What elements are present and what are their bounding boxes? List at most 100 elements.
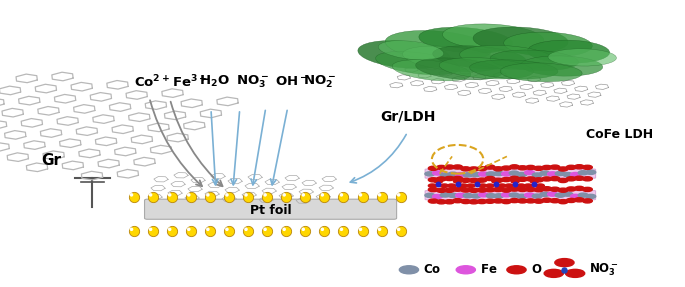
Circle shape [461,167,471,171]
Circle shape [582,165,593,169]
Circle shape [582,187,593,191]
Circle shape [525,170,534,174]
Point [395,229,406,233]
Circle shape [473,180,481,183]
Circle shape [550,187,560,191]
Circle shape [448,193,458,197]
Circle shape [448,172,458,176]
Point [376,229,387,233]
Point [202,193,213,197]
Point [376,194,387,199]
Circle shape [517,194,527,198]
Text: $\mathbf{NO_2^-}$: $\mathbf{NO_2^-}$ [303,73,336,90]
Circle shape [532,194,542,198]
Point [260,193,271,197]
Circle shape [485,177,495,181]
Circle shape [558,200,568,204]
Point [126,193,137,197]
Circle shape [534,199,544,203]
Circle shape [436,188,447,192]
Point [145,193,156,197]
Circle shape [447,184,456,187]
Circle shape [425,172,435,176]
Point [355,227,366,232]
Circle shape [453,187,462,191]
Circle shape [571,172,580,177]
Text: $\mathbf{Co}$: $\mathbf{Co}$ [423,263,441,276]
Point [298,227,309,232]
Circle shape [534,178,544,182]
Point [374,227,385,232]
Point [319,194,330,199]
Circle shape [518,177,527,181]
Circle shape [578,193,588,197]
Point [471,182,482,187]
Circle shape [509,171,519,175]
Point [279,227,290,232]
Point [374,193,385,197]
Circle shape [542,198,551,202]
Ellipse shape [433,46,526,69]
Circle shape [453,199,462,203]
Ellipse shape [473,27,568,53]
Circle shape [445,200,454,204]
Circle shape [566,165,576,169]
Point [281,194,292,199]
Circle shape [460,184,468,187]
Point [433,182,444,187]
Circle shape [469,200,479,204]
Point [393,193,404,197]
Circle shape [453,180,462,183]
Point [242,194,253,199]
Text: $\mathbf{Fe^{3+}}$: $\mathbf{Fe^{3+}}$ [172,73,207,90]
Point [223,194,234,199]
Circle shape [571,194,580,198]
Circle shape [428,166,438,170]
Circle shape [485,188,495,192]
Point [260,227,271,232]
Circle shape [469,178,479,183]
Text: $\mathbf{NO_3^-}$: $\mathbf{NO_3^-}$ [589,261,619,278]
Circle shape [510,187,519,191]
Point [490,182,501,187]
Circle shape [558,179,568,183]
Point [223,229,234,233]
Circle shape [436,200,447,204]
Circle shape [434,180,443,183]
Circle shape [445,177,454,181]
Point [338,229,349,233]
Text: CoFe LDH: CoFe LDH [586,128,653,141]
Circle shape [493,187,503,191]
Text: $\mathbf{NO_3^-}$: $\mathbf{NO_3^-}$ [236,73,269,90]
Circle shape [532,173,542,177]
Circle shape [525,193,534,197]
Circle shape [466,184,475,187]
Circle shape [486,194,496,198]
Circle shape [469,188,479,192]
Point [164,227,175,232]
Circle shape [547,172,558,176]
Ellipse shape [393,60,471,81]
Circle shape [456,172,465,177]
Circle shape [432,195,443,199]
Point [221,193,232,197]
Circle shape [547,192,558,196]
Circle shape [425,193,435,197]
Circle shape [432,171,443,175]
Circle shape [453,165,462,169]
Circle shape [436,177,447,181]
Circle shape [578,171,588,175]
Point [529,182,540,187]
Circle shape [566,177,576,181]
Circle shape [586,194,596,199]
Circle shape [507,266,526,274]
Circle shape [501,166,511,170]
Text: Pt foil: Pt foil [250,204,291,218]
Ellipse shape [375,51,460,75]
Circle shape [544,269,563,277]
Circle shape [542,187,551,191]
Ellipse shape [503,32,593,57]
Circle shape [505,184,513,187]
Ellipse shape [460,45,554,69]
Point [164,193,175,197]
